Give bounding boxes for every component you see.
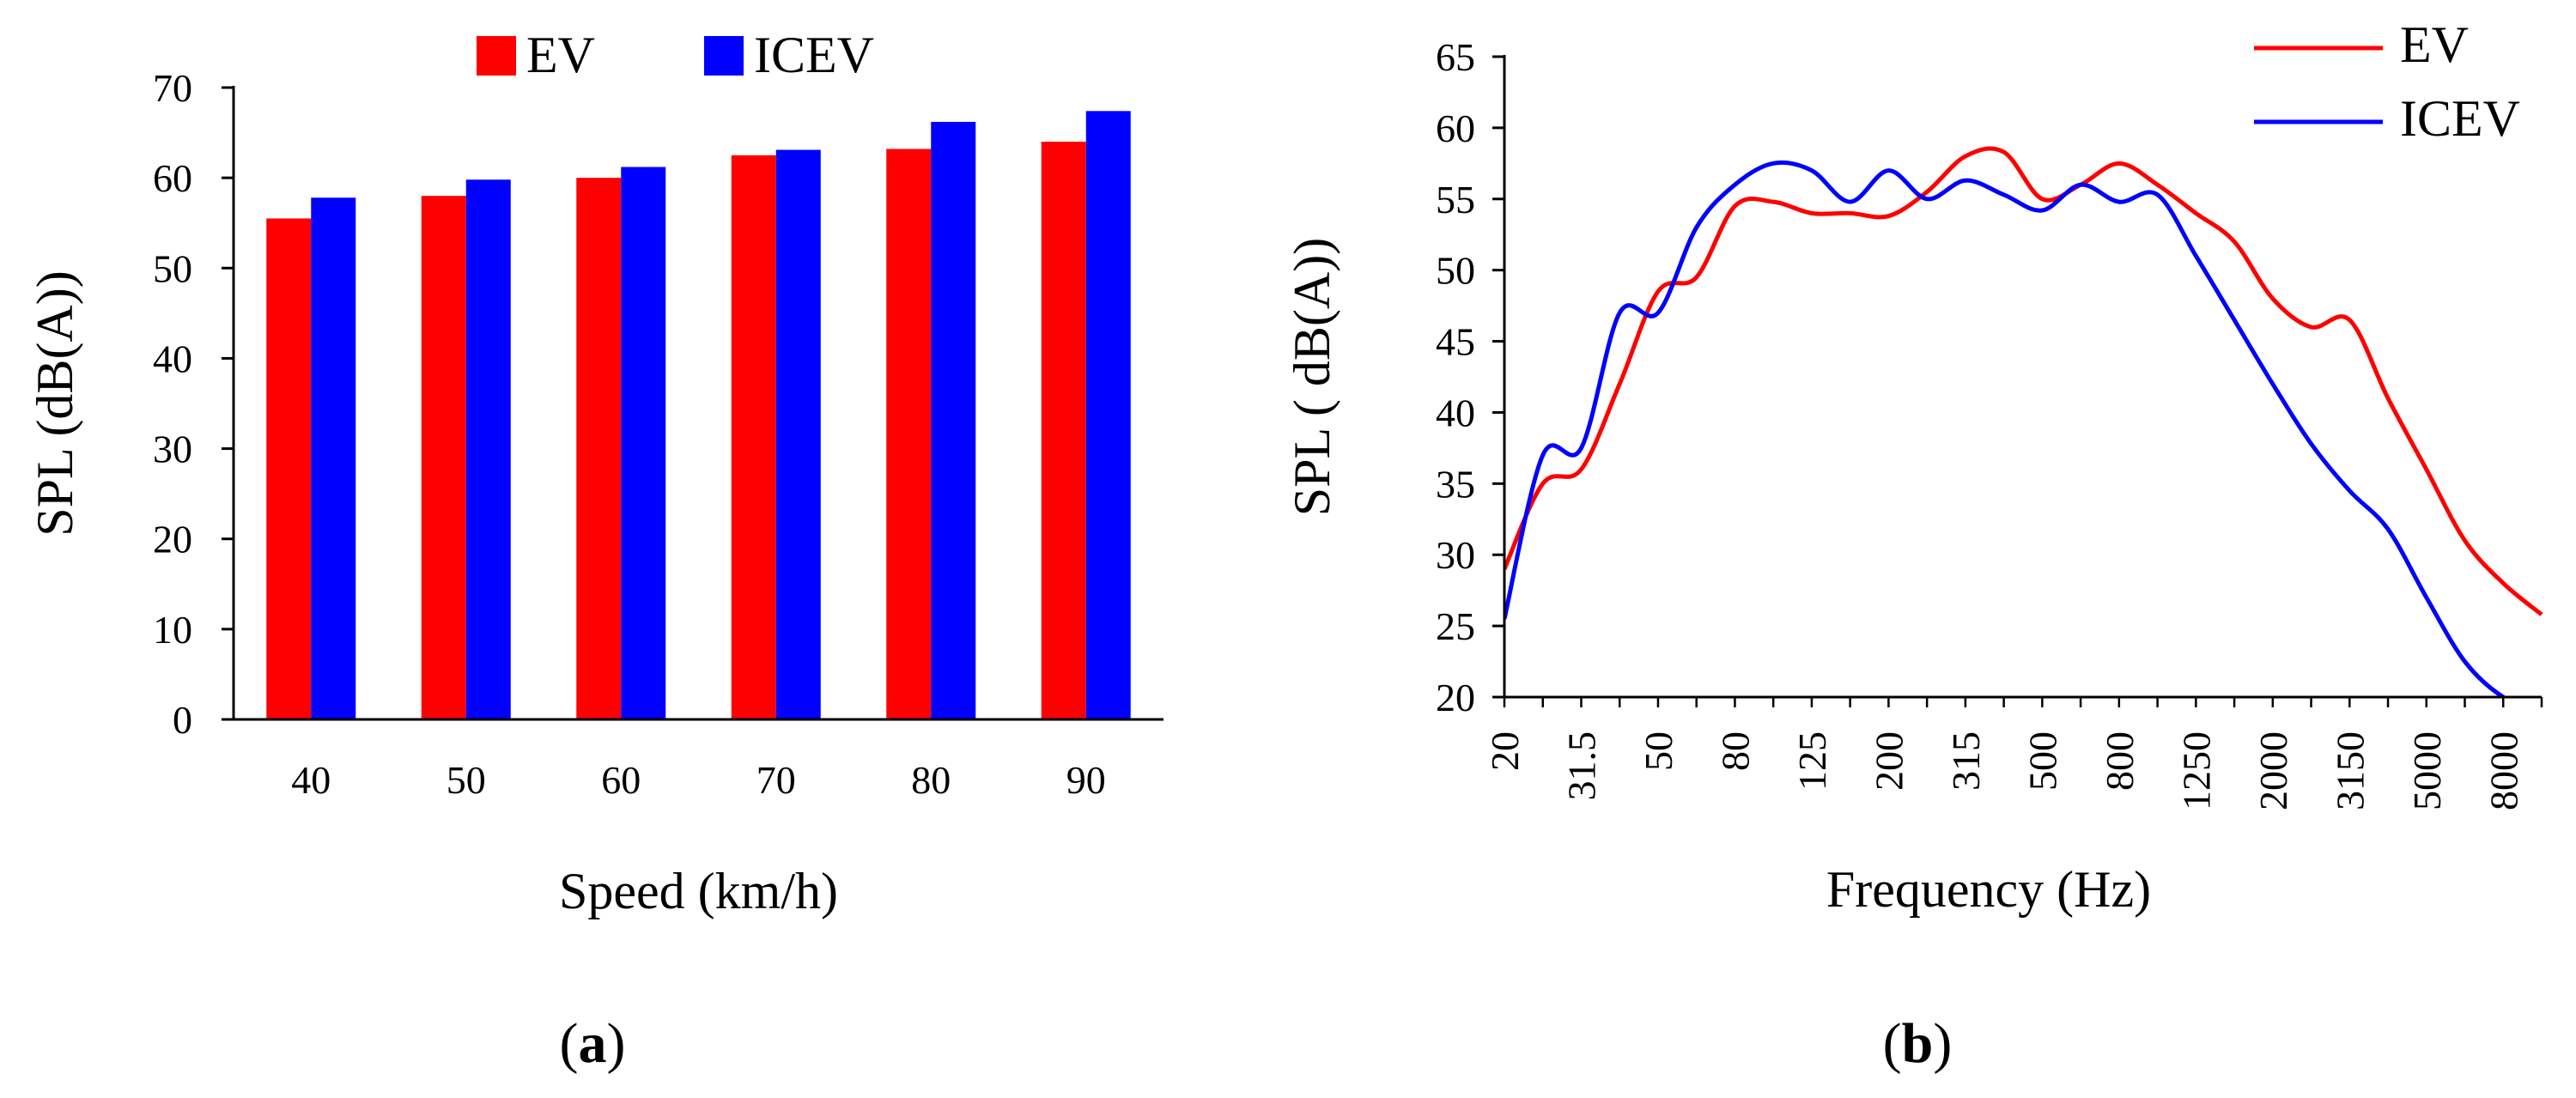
panel-label: (a) [560,1012,626,1075]
bar-icev-60 [621,167,666,720]
y-tick-label: 45 [1436,320,1475,364]
axes: 20 25 30 35 40 45 50 55 60 65 20 31.5 50 80 125 200 315 5… [1436,35,2543,810]
bar-icev-50 [465,179,511,719]
x-tick-label: 3150 [2328,731,2372,810]
x-tick-label: 60 [601,758,641,802]
y-tick-label: 35 [1436,462,1475,506]
x-tick-label: 8000 [2482,731,2525,810]
y-tick-label: 30 [153,428,192,471]
legend-swatch-icev [704,36,744,76]
y-tick-label: 10 [153,608,192,652]
bar-icev-90 [1085,111,1131,719]
y-tick-label: 60 [1436,106,1475,150]
y-tick-label: 20 [1436,676,1475,719]
y-axis-title: SPL (dB(A)) [27,270,83,536]
panel-a-bar-chart: EV ICEV 40 50 60 70 80 90 0 10 20 30 40 50 60 70 Speed… [27,27,1163,1075]
y-tick-label: 20 [153,518,192,561]
x-tick-label: 1250 [2174,731,2218,810]
x-tick-label: 5000 [2405,731,2449,810]
y-tick-label: 40 [153,337,192,380]
x-tick-label: 50 [447,758,486,802]
panel-b-line-chart: 20 25 30 35 40 45 50 55 60 65 20 31.5 50 80 125 200 315 5… [1284,16,2543,1075]
x-tick-label: 500 [2020,731,2064,791]
x-tick-label: 125 [1790,731,1834,791]
bar-ev-60 [576,178,622,720]
bar-icev-80 [931,121,976,719]
y-tick-label: 30 [1436,533,1475,577]
x-tick-label: 70 [756,758,796,802]
x-tick-label: 50 [1637,731,1680,771]
y-tick-label: 50 [1436,249,1475,293]
y-tick-label: 65 [1436,35,1475,79]
series-lines [1504,146,2543,697]
series-line-icev [1504,160,2508,697]
x-tick-label: 2000 [2251,731,2295,810]
bar-ev-90 [1041,142,1086,720]
x-axis-title: Frequency (Hz) [1826,861,2151,918]
y-tick-label: 60 [153,156,192,200]
bar-icev-70 [775,149,821,719]
y-tick-label: 55 [1436,178,1475,221]
bar-ev-40 [266,218,312,719]
x-tick-label: 31.5 [1559,731,1603,801]
x-tick-label: 90 [1066,758,1106,802]
x-tick-label: 40 [291,758,331,802]
x-tick-label: 800 [2098,731,2142,791]
y-tick-label: 25 [1436,604,1475,648]
x-axis-title: Speed (km/h) [559,863,838,919]
series-line-ev [1504,146,2543,616]
y-tick-label: 0 [173,698,192,742]
bars [266,111,1131,720]
legend-label-icev: ICEV [754,27,874,83]
x-tick-label: 315 [1944,731,1988,791]
legend-label-icev: ICEV [2400,90,2520,147]
y-axis-title: SPL ( dB(A)) [1284,238,1340,516]
legend: EV ICEV [477,27,874,83]
x-tick-label: 200 [1867,731,1911,791]
bar-ev-80 [886,149,932,720]
panel-label: (b) [1883,1012,1953,1075]
legend-label-ev: EV [2400,16,2469,73]
y-tick-label: 70 [153,66,192,110]
bar-ev-70 [731,155,776,719]
y-tick-label: 40 [1436,391,1475,434]
x-tick-label: 20 [1483,731,1527,771]
axes: 40 50 60 70 80 90 0 10 20 30 40 50 60 70 [153,66,1163,802]
legend-label-ev: EV [526,27,595,83]
y-tick-label: 50 [153,246,192,290]
legend: EV ICEV [2254,16,2520,147]
x-tick-label: 80 [1713,731,1757,771]
legend-swatch-ev [477,36,516,76]
bar-icev-40 [311,197,356,719]
x-tick-label: 80 [911,758,951,802]
bar-ev-50 [421,196,466,719]
